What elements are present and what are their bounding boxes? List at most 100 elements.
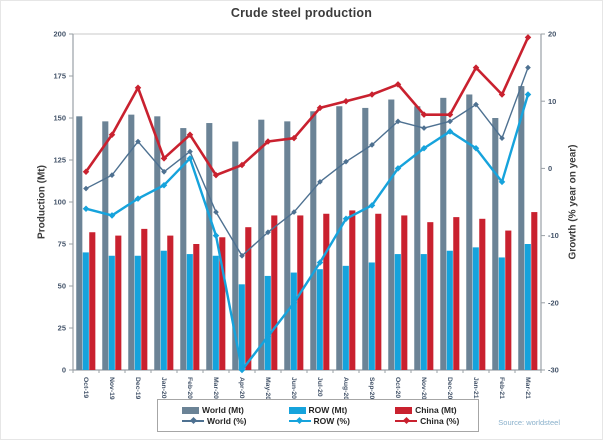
x-tick-label: Mar-20 <box>212 377 219 399</box>
legend-marker-icon <box>296 417 304 425</box>
x-tick-label: Oct-20 <box>394 377 401 398</box>
bar-row-mt- <box>290 272 297 370</box>
bar-china-mt- <box>271 215 278 370</box>
marker-world- <box>291 209 297 215</box>
bar-row-mt- <box>524 244 531 370</box>
left-tick-label: 175 <box>53 72 66 81</box>
marker-row- <box>472 144 480 152</box>
marker-row- <box>290 299 298 307</box>
marker-row- <box>108 212 116 219</box>
marker-row- <box>498 178 506 186</box>
bar-world-mt- <box>206 123 213 370</box>
marker-world- <box>473 101 479 108</box>
marker-row- <box>238 366 246 374</box>
x-tick-label: Aug-20 <box>342 377 349 400</box>
marker-china- <box>264 138 272 145</box>
marker-world- <box>369 142 375 148</box>
bar-world-mt- <box>336 106 343 371</box>
line-row- <box>84 93 530 372</box>
bar-world-mt- <box>76 116 83 370</box>
bar-row-mt- <box>420 254 427 370</box>
bar-row-mt- <box>134 255 141 370</box>
legend-item: ROW (%) <box>265 416 372 426</box>
legend-label: ROW (%) <box>313 416 350 426</box>
marker-china- <box>316 104 324 112</box>
marker-world- <box>83 185 89 192</box>
bar-world-mt- <box>310 111 317 370</box>
x-tick-label: Jun-20 <box>290 377 297 399</box>
bar-world-mt- <box>180 128 187 370</box>
bar-row-mt- <box>82 252 89 370</box>
bar-china-mt- <box>531 212 538 370</box>
right-tick-label: 20 <box>548 30 556 39</box>
legend-line-swatch <box>182 417 204 425</box>
line-china- <box>84 36 530 177</box>
marker-china- <box>238 161 246 169</box>
bar-china-mt- <box>479 218 486 370</box>
x-tick-label: Oct-19 <box>82 377 89 398</box>
marker-row- <box>134 195 142 202</box>
bar-china-mt- <box>219 237 226 370</box>
right-tick-label: 10 <box>548 97 556 106</box>
bar-world-mt- <box>362 107 369 371</box>
x-tick-label: Apr-20 <box>238 377 245 399</box>
marker-row- <box>446 128 454 135</box>
bar-row-mt- <box>498 257 505 370</box>
legend-row: World (Mt) ROW (Mt) China (Mt) <box>158 405 478 415</box>
bar-china-mt- <box>453 217 460 370</box>
bar-china-mt- <box>141 228 148 370</box>
legend-label: ROW (Mt) <box>308 405 348 415</box>
bar-row-mt- <box>446 250 453 370</box>
marker-world- <box>525 64 531 71</box>
marker-china- <box>342 97 350 105</box>
legend-item: China (%) <box>371 416 478 426</box>
bar-world-mt- <box>388 99 395 371</box>
marker-world- <box>317 179 323 185</box>
bar-row-mt- <box>368 262 375 370</box>
bar-world-mt- <box>492 118 499 370</box>
x-tick-label: Feb-20 <box>186 377 193 399</box>
left-tick-label: 200 <box>53 30 66 39</box>
bar-china-mt- <box>167 235 174 370</box>
line-world- <box>85 66 529 257</box>
marker-world- <box>499 135 505 141</box>
bar-china-mt- <box>323 213 330 370</box>
legend-item: ROW (Mt) <box>265 405 372 415</box>
marker-china- <box>290 134 298 142</box>
legend-line-swatch <box>395 417 418 425</box>
bar-world-mt- <box>518 86 525 370</box>
bar-world-mt- <box>128 114 135 370</box>
marker-row- <box>342 215 350 223</box>
bar-china-mt- <box>89 232 96 370</box>
bar-china-mt- <box>375 213 382 370</box>
marker-world- <box>109 172 115 178</box>
bar-china-mt- <box>349 210 356 370</box>
bar-row-mt- <box>264 275 271 370</box>
legend-label: World (Mt) <box>202 405 244 415</box>
marker-row- <box>420 144 428 152</box>
bar-row-mt- <box>394 254 401 370</box>
left-tick-label: 150 <box>53 114 66 123</box>
right-tick-label: -10 <box>548 231 559 240</box>
marker-row- <box>186 155 194 162</box>
bar-world-mt- <box>440 97 447 370</box>
left-tick-label: 0 <box>62 366 66 375</box>
marker-world- <box>161 168 167 175</box>
marker-world- <box>213 209 219 215</box>
marker-world- <box>421 125 427 131</box>
marker-row- <box>264 333 272 340</box>
marker-china- <box>134 84 142 92</box>
legend-row: World (%) ROW (%) China (%) <box>158 416 478 426</box>
bar-row-mt- <box>108 255 115 370</box>
bar-world-mt- <box>258 119 265 371</box>
bar-china-mt- <box>245 227 252 370</box>
legend-label: China (%) <box>420 416 460 426</box>
bar-row-mt- <box>186 254 193 370</box>
left-tick-label: 50 <box>58 282 66 291</box>
bar-row-mt- <box>316 269 323 370</box>
marker-row- <box>524 91 532 98</box>
bar-world-mt- <box>284 121 291 370</box>
legend: World (Mt) ROW (Mt) China (Mt) World (%) ROW… <box>157 399 479 432</box>
